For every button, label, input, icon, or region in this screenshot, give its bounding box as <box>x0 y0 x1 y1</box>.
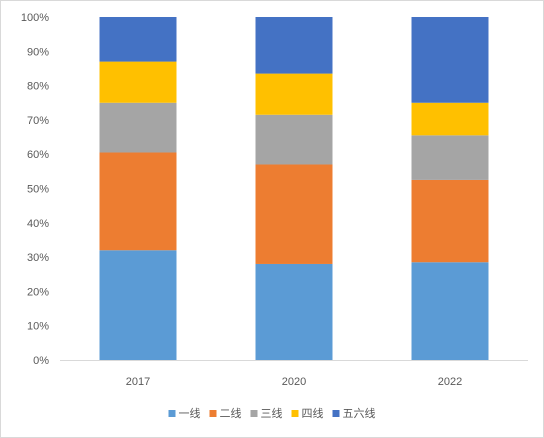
bar-segment-3 <box>99 102 177 153</box>
x-tick-label: 2020 <box>282 376 306 388</box>
bar-segment-5 <box>99 17 177 62</box>
bar-segment-1 <box>255 263 333 360</box>
y-tick-label: 20% <box>27 286 49 298</box>
y-tick-label: 90% <box>27 46 49 58</box>
y-tick-label: 10% <box>27 321 49 333</box>
bar-segment-4 <box>255 73 333 115</box>
y-axis-ticks: 0% 10% 20% 30% 40% 50% 60% 70% 80% 90% 100% <box>21 12 49 367</box>
legend-swatch <box>250 410 258 417</box>
y-tick-label: 80% <box>27 81 49 93</box>
legend-label: 五六线 <box>343 406 376 420</box>
legend-swatch <box>209 410 217 417</box>
bar-segment-3 <box>411 135 489 180</box>
y-tick-label: 30% <box>27 252 49 264</box>
bar-segment-1 <box>411 262 489 360</box>
legend-label: 二线 <box>220 406 242 420</box>
legend: 一线 二线 三线 四线 五六线 <box>168 406 376 420</box>
bar-segment-4 <box>411 102 489 136</box>
legend-label: 四线 <box>302 406 324 420</box>
bar-segment-1 <box>99 250 177 360</box>
y-tick-label: 70% <box>27 115 49 127</box>
x-axis-ticks: 2017 2020 2022 <box>126 376 462 388</box>
bar-segment-2 <box>411 179 489 263</box>
x-tick-label: 2022 <box>438 376 462 388</box>
bars-group <box>99 17 489 360</box>
y-tick-label: 100% <box>21 12 49 24</box>
legend-label: 一线 <box>179 406 201 420</box>
y-tick-label: 0% <box>33 355 49 367</box>
bar-segment-5 <box>255 17 333 74</box>
bar-segment-4 <box>99 61 177 103</box>
y-tick-label: 50% <box>27 184 49 196</box>
legend-swatch <box>332 410 340 417</box>
y-tick-label: 60% <box>27 149 49 161</box>
y-tick-label: 40% <box>27 218 49 230</box>
bar-segment-2 <box>99 152 177 251</box>
legend-label: 三线 <box>261 406 283 420</box>
bar-segment-5 <box>411 17 489 103</box>
legend-swatch <box>168 410 176 417</box>
legend-swatch <box>291 410 299 417</box>
bar-segment-2 <box>255 164 333 264</box>
x-tick-label: 2017 <box>126 376 150 388</box>
bar-segment-3 <box>255 114 333 165</box>
